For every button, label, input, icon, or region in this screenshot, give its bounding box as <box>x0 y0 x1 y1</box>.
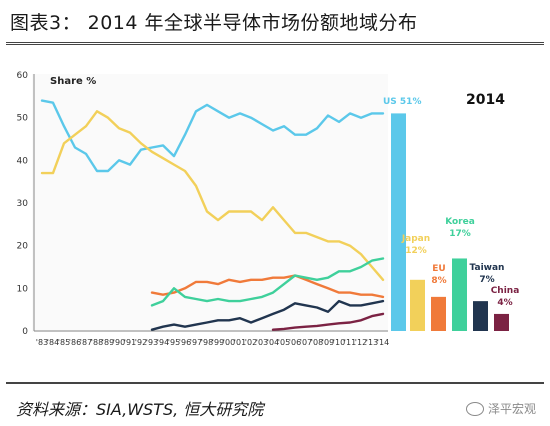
x-tick-label: '89 <box>102 338 114 347</box>
bar-japan <box>410 279 425 331</box>
series-line-korea <box>150 257 385 307</box>
y-tick-labels: 0 10 20 30 40 50 60 <box>17 71 29 337</box>
x-tick-label: '87 <box>80 338 92 347</box>
x-tick-label: '96 <box>179 338 191 347</box>
bar-china <box>494 313 509 331</box>
y-tick-label: 0 <box>22 327 28 337</box>
bar-eu <box>431 296 446 331</box>
bar-label-japan: Japan 12% <box>401 234 430 256</box>
bar-label-korea: Korea 17% <box>445 217 475 239</box>
figure-title: 图表3： 2014 年全球半导体市场份额地域分布 <box>10 12 418 34</box>
bar-korea <box>452 258 467 331</box>
watermark-text: 泽平宏观 <box>487 402 536 416</box>
source-divider <box>6 382 544 384</box>
x-tick-label: '14 <box>377 338 389 347</box>
x-tick-label: '01 <box>234 338 246 347</box>
y-tick-label: 50 <box>17 114 29 124</box>
x-tick-label: '86 <box>69 338 81 347</box>
x-tick-label: '04 <box>267 338 279 347</box>
x-tick-label: '88 <box>91 338 103 347</box>
source-note: 资料来源：SIA,WSTS, 恒大研究院 <box>16 400 264 419</box>
x-tick-labels: '83'84'85'86'87'88'89'90'91'92'93'94'95'… <box>36 338 389 347</box>
x-tick-label: '05 <box>278 338 290 347</box>
y-tick-label: 60 <box>17 71 29 81</box>
x-tick-label: '85 <box>58 338 70 347</box>
bar-label-eu: EU 8% <box>431 264 446 286</box>
x-tick-label: '97 <box>190 338 202 347</box>
title-divider <box>6 42 544 45</box>
bar-labels: US 51% Japan 12%EU 8% Korea 17% Taiwan 7%China 4… <box>383 97 519 308</box>
x-tick-label: '84 <box>47 338 59 347</box>
y-tick-label: 30 <box>17 199 29 209</box>
bar-label-taiwan: Taiwan 7% <box>470 263 505 285</box>
bar-label-us: US 51% <box>383 97 421 107</box>
bar-label-china: China 4% <box>491 286 520 308</box>
series-line-taiwan <box>150 299 385 331</box>
x-tick-label: '09 <box>322 338 334 347</box>
x-tick-label: '91 <box>124 338 136 347</box>
x-tick-label: '07 <box>300 338 312 347</box>
x-tick-label: '98 <box>201 338 213 347</box>
y-axis-label: Share % <box>50 76 96 87</box>
y-tick-label: 20 <box>17 242 29 252</box>
series-line-japan <box>40 110 385 281</box>
bar-chart-title: 2014 <box>466 92 505 108</box>
bar-series <box>391 113 509 332</box>
series-line-us <box>40 99 385 173</box>
x-tick-label: '10 <box>333 338 345 347</box>
watermark: 泽平宏观 <box>465 400 536 417</box>
x-tick-label: '08 <box>311 338 323 347</box>
bar-taiwan <box>473 301 488 331</box>
series-line-eu <box>150 274 385 299</box>
x-tick-label: '83 <box>36 338 48 347</box>
x-tick-label: '93 <box>146 338 158 347</box>
x-tick-label: '02 <box>245 338 257 347</box>
line-series <box>40 99 385 331</box>
x-tick-label: '90 <box>113 338 125 347</box>
x-tick-label: '95 <box>168 338 180 347</box>
wechat-icon <box>465 401 484 416</box>
plot-background <box>32 74 388 332</box>
y-tick-label: 40 <box>17 156 29 166</box>
x-tick-label: '11 <box>344 338 356 347</box>
x-tick-label: '92 <box>135 338 147 347</box>
y-tick-label: 10 <box>17 284 29 294</box>
x-tick-label: '94 <box>157 338 169 347</box>
x-tick-label: '06 <box>289 338 301 347</box>
x-tick-label: '13 <box>366 338 378 347</box>
x-tick-label: '03 <box>256 338 268 347</box>
x-tick-label: '00 <box>223 338 235 347</box>
bar-us <box>391 113 406 332</box>
series-line-china <box>271 312 385 331</box>
x-tick-label: '12 <box>355 338 367 347</box>
x-tick-label: '99 <box>212 338 224 347</box>
